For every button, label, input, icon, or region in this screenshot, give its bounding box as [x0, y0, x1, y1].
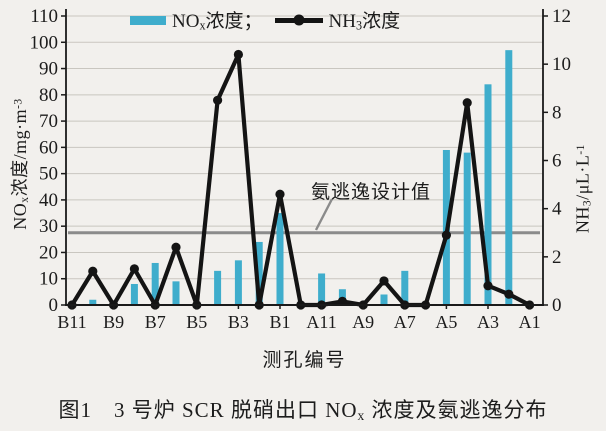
- figure-caption: 图1 3 号炉 SCR 脱硝出口 NOx 浓度及氨逃逸分布: [58, 398, 548, 423]
- nox-bar-A7: [401, 270, 409, 305]
- x-tick-label-A11: A11: [306, 312, 336, 332]
- left-tick-label: 20: [39, 242, 58, 263]
- nh3-marker-B1: [275, 189, 285, 199]
- nox-bar-B7: [151, 262, 159, 305]
- nox-bar-B10: [89, 299, 97, 305]
- nox-bar-B2: [255, 241, 263, 305]
- nh3-marker-A2: [504, 289, 514, 299]
- x-tick-label-A7: A7: [394, 312, 416, 332]
- design-value-annotation: 氨逃逸设计值: [311, 182, 432, 203]
- nox-bar-B3: [234, 260, 242, 305]
- nh3-marker-A8: [379, 276, 389, 286]
- nh3-marker-B8: [129, 264, 139, 274]
- right-tick-label: 10: [552, 54, 571, 75]
- nox-bar-B1: [276, 213, 284, 305]
- nh3-line-swatch-icon: [274, 14, 323, 26]
- legend: NOx浓度； NH3浓度: [130, 7, 400, 33]
- chart-canvas: 0 10 20 30 40 50 60 70 80 90 100 110 0 2 4 6 8 10 12 B11 B9 B…: [30, 6, 572, 332]
- x-tick-label-B9: B9: [103, 312, 124, 332]
- nox-bar-swatch-icon: [130, 15, 166, 25]
- nh3-marker-A10: [337, 296, 347, 306]
- left-axis-title: NOx浓度/mg·m-3: [10, 98, 32, 230]
- nox-bar-A3: [484, 84, 492, 306]
- nh3-marker-B10: [88, 266, 98, 276]
- x-tick-label-A1: A1: [519, 312, 541, 332]
- x-tick-label-B7: B7: [145, 312, 166, 332]
- nox-bar-A2: [505, 50, 513, 306]
- x-tick-label-A3: A3: [477, 312, 499, 332]
- x-axis-title: 测孔编号: [262, 350, 347, 371]
- legend-label-nox: NOx浓度；: [172, 11, 263, 33]
- right-tick-label: 12: [552, 6, 571, 27]
- right-tick-label: 6: [552, 151, 562, 172]
- nh3-marker-B4: [213, 95, 223, 105]
- x-tick-label-B1: B1: [269, 312, 290, 332]
- x-tick-label-B3: B3: [228, 312, 249, 332]
- left-tick-label: 110: [30, 6, 58, 27]
- right-tick-label: 0: [552, 295, 562, 316]
- annotation-leader-line: [314, 198, 334, 231]
- nox-bar-B8: [130, 283, 138, 305]
- nox-bar-A11: [318, 273, 326, 305]
- nox-bar-A8: [380, 294, 388, 305]
- nox-bar-B6: [172, 281, 180, 305]
- right-tick-label: 4: [552, 199, 562, 220]
- legend-label-nh3: NH3浓度: [328, 11, 401, 33]
- left-tick-label: 50: [39, 164, 58, 185]
- x-tick-label-A5: A5: [435, 312, 457, 332]
- left-tick-label: 70: [39, 111, 58, 132]
- left-tick-label: 40: [39, 190, 58, 211]
- nh3-marker-B3: [233, 49, 243, 60]
- nh3-marker-A5: [441, 230, 451, 240]
- left-tick-label: 10: [39, 269, 58, 290]
- left-tick-label: 80: [39, 85, 58, 106]
- left-tick-label: 60: [39, 137, 58, 158]
- left-tick-label: 100: [30, 32, 59, 53]
- nox-bar-A4: [463, 152, 471, 305]
- nox-bar-B4: [214, 270, 222, 305]
- nh3-marker-A3: [483, 281, 493, 291]
- x-tick-label-B5: B5: [186, 312, 207, 332]
- nh3-line: [69, 52, 532, 308]
- x-tick-label-B11: B11: [57, 312, 86, 332]
- x-tick-label-A9: A9: [352, 312, 374, 332]
- left-tick-label: 90: [39, 59, 58, 80]
- nh3-marker-A4: [462, 98, 472, 108]
- right-axis-title: NH3/μL·L-1: [572, 144, 594, 234]
- right-tick-label: 2: [552, 247, 562, 268]
- nh3-marker-B6: [171, 242, 181, 252]
- left-tick-label: 0: [49, 295, 59, 316]
- right-tick-label: 8: [552, 102, 562, 123]
- left-tick-label: 30: [39, 216, 58, 237]
